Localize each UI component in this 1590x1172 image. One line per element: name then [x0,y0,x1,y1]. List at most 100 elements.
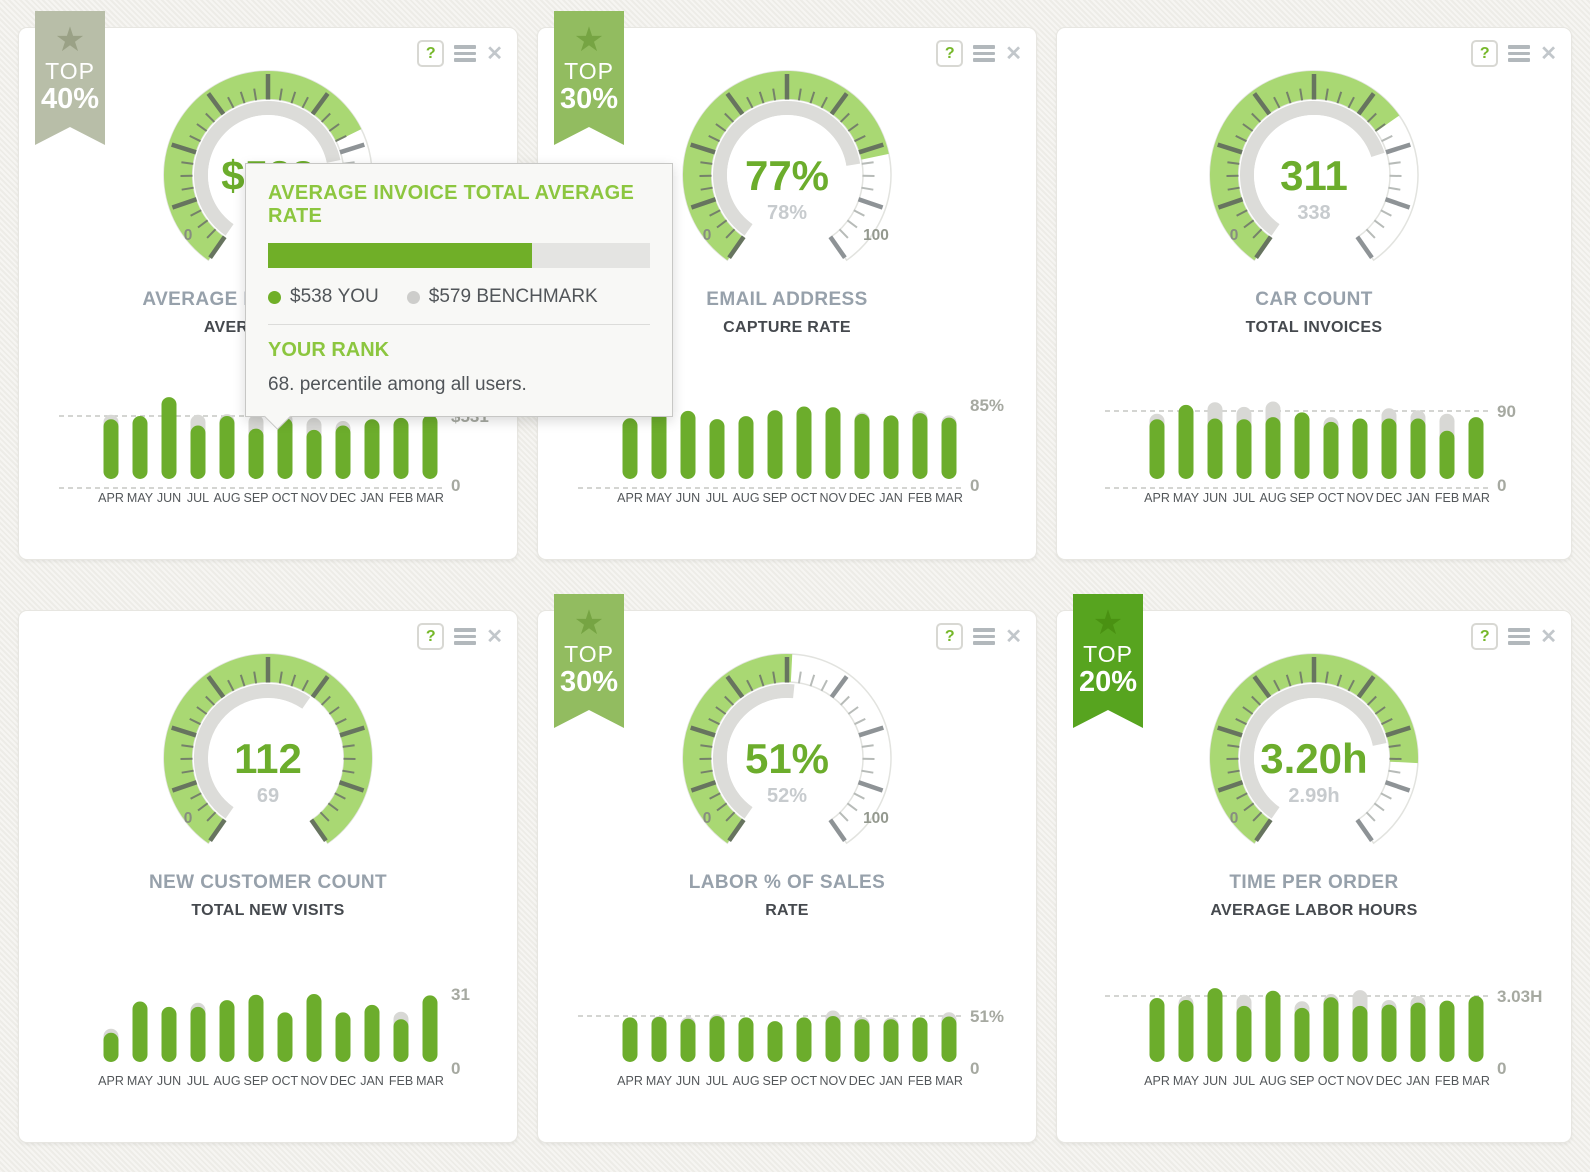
svg-text:FEB: FEB [1435,1074,1459,1088]
svg-text:JAN: JAN [1406,491,1430,505]
kpi-card: ★ TOP 30% ? ✕ 0 100 51% 52% LABOR % OF SALE… [537,610,1037,1143]
gauge-benchmark: 338 [1297,202,1330,224]
card-header-icons: ? ✕ [1471,623,1557,650]
gauge-svg: 0 311 338 [1209,70,1419,262]
svg-text:NOV: NOV [1346,1074,1374,1088]
gauge-max-label: 100 [863,810,889,827]
gauge-value: 3.20h [1260,735,1367,782]
help-button[interactable]: ? [1471,623,1499,650]
top-rank-ribbon: ★ TOP 30% [554,594,624,728]
benchmark-value: $579 [428,286,472,307]
menu-icon[interactable] [454,45,477,62]
bar-chart: APR MAY JUN JUL AUG SEP OCT NOV DEC JAN FEB MAR 3.03… [1079,974,1549,1096]
svg-text:NOV: NOV [819,1074,847,1088]
kpi-card: ? ✕ 0 112 69 NEW CUSTOMER COUNT TOTAL NEW … [18,610,518,1143]
tooltip-legend: $538 YOU $579 BENCHMARK [268,286,650,308]
chart-max-label: 85% [970,396,1004,415]
menu-icon[interactable] [1508,45,1531,62]
gauge-benchmark-arc [193,683,311,819]
gauge[interactable]: 0 311 338 [1184,63,1444,275]
gauge-value: 112 [234,735,302,782]
svg-text:JUN: JUN [157,1074,181,1088]
svg-text:JUL: JUL [706,1074,728,1088]
bar-chart: APR MAY JUN JUL AUG SEP OCT NOV DEC JAN FEB MAR 31 0 [33,974,503,1096]
menu-icon[interactable] [1508,628,1531,645]
star-icon: ★ [54,21,86,59]
you-label: YOU [337,286,379,307]
card-title: EMAIL ADDRESS [706,289,868,310]
svg-text:NOV: NOV [819,491,847,505]
gauge[interactable]: 0 3.20h 2.99h [1184,646,1444,858]
gauge-value-arc [683,70,889,261]
chart-max-label: 90 [1497,402,1516,421]
svg-text:FEB: FEB [389,1074,413,1088]
card-header-icons: ? ✕ [417,623,503,650]
gauge-svg: 0 3.20h 2.99h [1209,653,1419,845]
rank-heading: YOUR RANK [268,339,390,361]
svg-text:APR: APR [98,1074,124,1088]
gauge-benchmark-arc [713,684,795,819]
svg-text:OCT: OCT [791,1074,818,1088]
svg-text:JUN: JUN [676,491,700,505]
gauge[interactable]: 0 100 77% 78% [657,63,917,275]
svg-text:OCT: OCT [272,491,299,505]
chart-zero-label: 0 [1497,1059,1506,1078]
svg-text:MAY: MAY [646,1074,673,1088]
gauge-svg: 0 112 69 [163,653,373,845]
card-subtitle: RATE [765,902,809,919]
gauge-min-label: 0 [184,227,193,244]
chart-zero-label: 0 [451,1059,460,1078]
menu-icon[interactable] [454,628,477,645]
ribbon-percent-label: 30% [559,83,619,115]
card-header-icons: ? ✕ [1471,40,1557,67]
svg-text:DEC: DEC [1376,1074,1402,1088]
card-subtitle: AVERAGE LABOR HOURS [1210,902,1418,919]
bar-chart: APR MAY JUN JUL AUG SEP OCT NOV DEC JAN FEB MAR 51% 0 [552,974,1022,1096]
svg-text:MAY: MAY [1173,1074,1200,1088]
gauge-value-arc [163,70,362,261]
gauge[interactable]: 0 112 69 [138,646,398,858]
help-button[interactable]: ? [936,623,964,650]
help-button[interactable]: ? [417,623,445,650]
card-subtitle: TOTAL NEW VISITS [191,902,345,919]
svg-text:JAN: JAN [360,491,384,505]
svg-text:APR: APR [617,1074,643,1088]
close-button[interactable]: ✕ [486,42,503,65]
close-button[interactable]: ✕ [1540,625,1557,648]
ribbon-percent-label: 40% [40,83,100,115]
svg-text:MAY: MAY [127,491,154,505]
chart-zero-label: 0 [970,1059,979,1078]
svg-text:APR: APR [1144,491,1170,505]
help-button[interactable]: ? [417,40,445,67]
svg-text:OCT: OCT [791,491,818,505]
close-button[interactable]: ✕ [1005,42,1022,65]
gauge-value: 311 [1280,152,1348,199]
chart-zero-label: 0 [1497,476,1506,495]
card-subtitle: CAPTURE RATE [723,319,851,336]
svg-text:MAR: MAR [416,1074,444,1088]
svg-text:JUN: JUN [1203,1074,1227,1088]
bar-chart: APR MAY JUN JUL AUG SEP OCT NOV DEC JAN FEB MAR 90 0 [1079,391,1549,513]
benchmark-label: BENCHMARK [476,286,598,307]
close-button[interactable]: ✕ [1540,42,1557,65]
chart-max-label: 31 [451,985,470,1004]
menu-icon[interactable] [973,45,996,62]
you-dot-icon [268,290,281,304]
top-rank-ribbon: ★ TOP 40% [35,11,105,145]
close-button[interactable]: ✕ [486,625,503,648]
kpi-card: ? ✕ 0 311 338 CAR COUNT TOTAL INVOICES APR… [1056,27,1572,560]
chart-zero-label: 0 [970,476,979,495]
tooltip-divider [268,324,650,325]
card-subtitle: TOTAL INVOICES [1245,319,1383,336]
gauge-benchmark: 78% [767,202,807,224]
svg-text:OCT: OCT [1318,1074,1345,1088]
legend-you: $538 YOU [268,286,379,308]
help-button[interactable]: ? [936,40,964,67]
svg-text:APR: APR [1144,1074,1170,1088]
gauge[interactable]: 0 100 51% 52% [657,646,917,858]
help-button[interactable]: ? [1471,40,1499,67]
svg-text:AUG: AUG [213,1074,240,1088]
menu-icon[interactable] [973,628,996,645]
star-icon: ★ [573,21,605,59]
close-button[interactable]: ✕ [1005,625,1022,648]
